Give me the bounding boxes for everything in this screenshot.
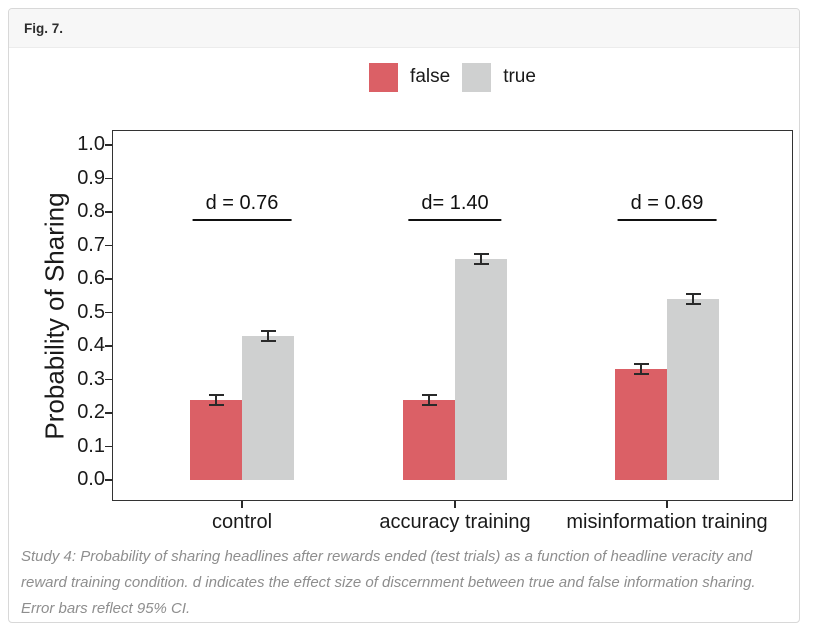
- bar-chart: false true Probability of Sharing 0.0 0.1 0.2…: [9, 48, 799, 543]
- error-bar-cap: [208, 403, 224, 406]
- x-tick-mark: [241, 501, 243, 508]
- y-tick-mark: [105, 144, 112, 146]
- effect-size-label: d= 1.40: [408, 192, 502, 221]
- y-tick-label: 0.1: [77, 434, 105, 457]
- y-tick-label: 0.0: [77, 468, 105, 490]
- y-tick-label: 0.8: [77, 200, 105, 222]
- error-bar-line: [480, 253, 482, 264]
- error-bar-cap: [633, 363, 649, 366]
- y-tick-label: 0.9: [77, 166, 105, 189]
- x-tick-label: accuracy training: [379, 511, 531, 533]
- x-tick-label: control: [211, 511, 273, 533]
- y-tick-label: 0.3: [77, 367, 105, 390]
- error-bar-line: [640, 364, 642, 375]
- error-bar-cap: [685, 293, 701, 296]
- error-bar-cap: [208, 393, 224, 396]
- y-tick-label: 0.4: [77, 334, 105, 356]
- figure-card: Fig. 7. false true Probability of Sharing 0…: [8, 8, 800, 623]
- y-tick-mark: [105, 311, 112, 314]
- y-tick-mark: [105, 211, 112, 213]
- error-bar-line: [267, 330, 269, 341]
- error-bar-line: [692, 294, 694, 305]
- y-tick-label: 0.6: [77, 267, 105, 289]
- figure-caption: Study 4: Probability of sharing headline…: [21, 548, 756, 617]
- error-bar-line: [215, 394, 217, 405]
- effect-size-label: d = 0.76: [192, 192, 292, 221]
- legend-swatch-true: [462, 62, 492, 92]
- error-bar-cap: [421, 393, 437, 396]
- bar-true-2: [667, 299, 719, 480]
- y-tick-mark: [105, 479, 112, 481]
- x-tick-mark: [666, 501, 668, 508]
- y-tick-label: 0.2: [77, 401, 105, 423]
- y-tick-mark: [105, 244, 112, 247]
- y-tick-mark: [105, 177, 112, 180]
- y-tick-label: 0.7: [77, 233, 105, 256]
- legend-swatch-false: [369, 62, 399, 92]
- legend-label: false: [410, 66, 451, 87]
- x-tick-label: misinformation training: [566, 511, 768, 533]
- legend-label: true: [503, 66, 536, 87]
- figure-header: Fig. 7.: [9, 9, 799, 48]
- bar-true-0: [242, 335, 294, 480]
- error-bar-cap: [685, 303, 701, 306]
- y-tick-mark: [105, 345, 112, 347]
- error-bar-line: [428, 394, 430, 405]
- bar-false-1: [403, 399, 455, 480]
- bar-false-0: [190, 399, 242, 480]
- y-tick-label: 0.5: [77, 300, 105, 323]
- y-tick-mark: [105, 445, 112, 448]
- legend-item-false: false: [369, 62, 451, 92]
- error-bar-cap: [421, 403, 437, 406]
- figure-label: Fig. 7.: [24, 20, 64, 36]
- chart-legend: false true: [112, 62, 793, 92]
- y-tick-mark: [105, 378, 112, 381]
- x-tick-mark: [454, 501, 456, 508]
- y-tick-mark: [105, 278, 112, 280]
- error-bar-cap: [473, 252, 489, 255]
- legend-item-true: true: [462, 62, 536, 92]
- error-bar-cap: [260, 329, 276, 332]
- bar-false-2: [615, 369, 667, 480]
- error-bar-cap: [633, 373, 649, 376]
- error-bar-cap: [260, 339, 276, 342]
- bar-true-1: [455, 258, 507, 480]
- effect-size-label: d = 0.69: [617, 192, 717, 221]
- y-tick-mark: [105, 412, 112, 414]
- error-bar-cap: [473, 262, 489, 265]
- y-tick-label: 1.0: [77, 133, 105, 155]
